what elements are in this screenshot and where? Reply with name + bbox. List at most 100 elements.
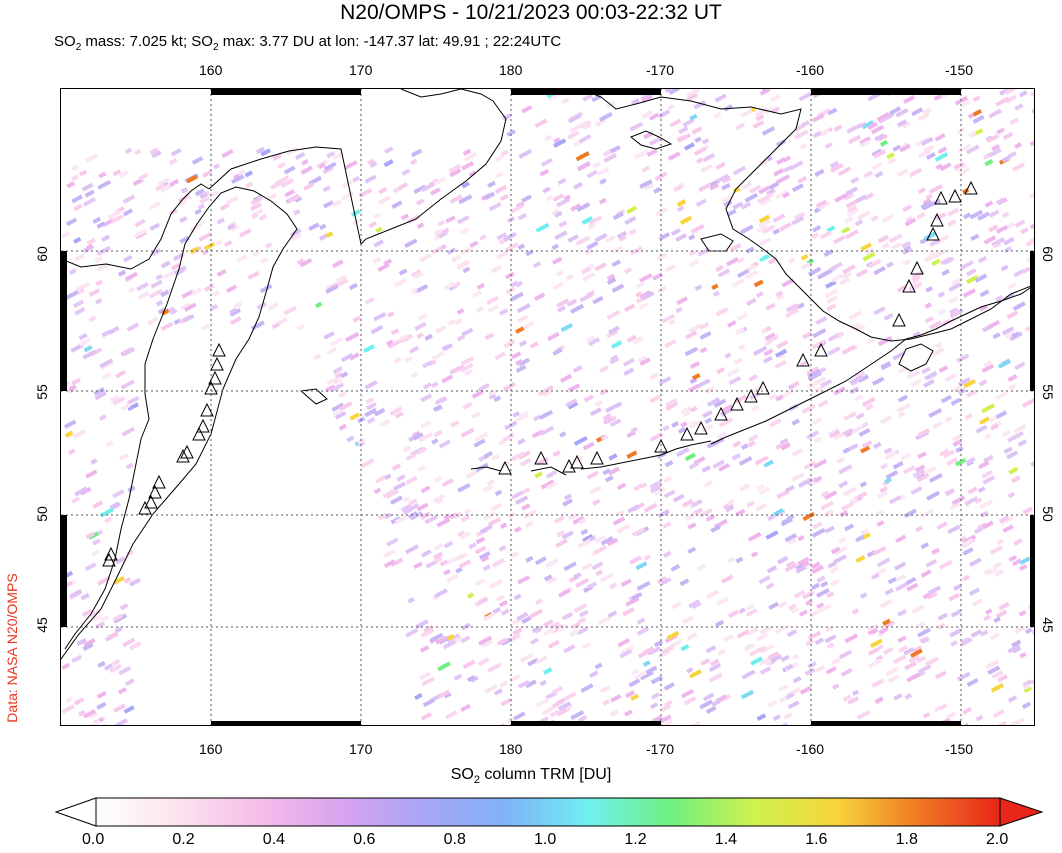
so2-pixel <box>122 194 136 204</box>
so2-pixel <box>898 411 906 418</box>
so2-pixel <box>474 431 489 442</box>
so2-pixel <box>330 382 345 393</box>
so2-pixel <box>779 696 787 704</box>
so2-pixel <box>82 608 93 617</box>
so2-pixel <box>851 608 859 615</box>
so2-pixel <box>267 302 280 311</box>
so2-pixel <box>824 634 837 644</box>
so2-pixel <box>84 153 98 163</box>
so2-pixel <box>787 257 796 264</box>
so2-pixel <box>683 696 697 706</box>
so2-pixel <box>736 268 750 279</box>
so2-pixel <box>938 365 949 373</box>
so2-pixel <box>122 254 133 263</box>
so2-summary: SO2 mass: 7.025 kt; SO2 max: 3.77 DU at … <box>54 33 561 53</box>
so2-pixel <box>118 170 129 179</box>
so2-pixel <box>921 508 935 519</box>
so2-pixel <box>173 252 184 262</box>
so2-pixel <box>122 347 136 357</box>
volcano-triangle <box>930 212 944 227</box>
so2-pixel <box>979 416 990 425</box>
so2-pixel <box>500 697 513 707</box>
so2-pixel <box>807 630 822 641</box>
so2-pixel <box>162 270 175 280</box>
so2-pixel <box>168 158 178 166</box>
so2-pixel <box>522 320 535 330</box>
so2-pixel <box>842 486 857 497</box>
so2-pixel <box>812 113 825 123</box>
so2-pixel <box>578 517 587 525</box>
so2-pixel <box>819 127 831 137</box>
so2-pixel <box>97 179 112 190</box>
so2-pixel <box>799 685 812 695</box>
so2-pixel <box>403 355 413 363</box>
so2-pixel <box>423 625 434 634</box>
so2-pixel <box>628 678 641 688</box>
so2-pixel <box>1005 292 1015 301</box>
so2-pixel <box>112 169 122 177</box>
so2-pixel <box>118 687 128 695</box>
so2-pixel <box>813 436 822 444</box>
so2-pixel <box>677 132 692 143</box>
so2-pixel <box>848 310 862 321</box>
summary-sub: 2 <box>75 42 82 53</box>
so2-pixel <box>154 183 166 192</box>
so2-pixel <box>1013 424 1027 434</box>
so2-pixel <box>204 283 215 292</box>
so2-pixel <box>1014 142 1022 149</box>
so2-pixel <box>444 281 456 291</box>
so2-pixel <box>661 313 675 324</box>
so2-pixel <box>702 692 715 702</box>
so2-pixel <box>923 378 935 388</box>
nunivak-island <box>700 233 734 252</box>
so2-pixel <box>431 246 443 255</box>
so2-pixel <box>124 147 133 155</box>
so2-pixel <box>871 678 885 689</box>
so2-pixel <box>608 453 618 461</box>
so2-pixel <box>71 377 81 386</box>
so2-pixel <box>1020 227 1029 235</box>
so2-pixel <box>149 288 164 299</box>
so2-pixel <box>683 142 695 151</box>
so2-pixel <box>782 388 796 398</box>
so2-pixel <box>122 637 136 648</box>
so2-pixel <box>904 693 913 700</box>
so2-pixel <box>552 347 563 356</box>
volcano-triangle <box>680 426 694 441</box>
so2-pixel <box>540 425 555 436</box>
so2-pixel <box>661 704 672 712</box>
so2-pixel <box>948 296 959 305</box>
so2-pixel <box>727 320 737 328</box>
so2-pixel <box>863 170 874 179</box>
so2-pixel <box>260 256 269 264</box>
so2-pixel <box>369 161 378 168</box>
so2-pixel <box>499 522 508 530</box>
so2-pixel <box>594 534 607 544</box>
so2-pixel <box>892 460 904 470</box>
so2-pixel <box>478 635 493 646</box>
so2-pixel <box>699 346 708 354</box>
so2-pixel <box>972 598 984 607</box>
so2-pixel <box>89 609 101 618</box>
so2-pixel <box>233 173 241 180</box>
so2-pixel <box>577 616 587 625</box>
so2-pixel <box>231 174 245 185</box>
so2-pixel <box>65 290 79 300</box>
so2-pixel <box>838 464 853 475</box>
so2-pixel <box>498 308 509 316</box>
so2-pixel <box>937 622 946 630</box>
so2-pixel <box>728 375 742 386</box>
so2-pixel <box>680 405 693 415</box>
so2-pixel <box>829 261 843 272</box>
so2-pixel <box>453 673 463 681</box>
so2-pixel <box>656 576 668 585</box>
so2-pixel <box>460 635 471 644</box>
so2-pixel <box>792 676 802 684</box>
so2-pixel <box>81 182 94 192</box>
so2-pixel <box>993 720 1007 725</box>
so2-pixel <box>449 194 463 205</box>
so2-pixel <box>983 235 997 245</box>
so2-pixel <box>689 405 698 413</box>
so2-pixel <box>506 129 516 137</box>
alaska-peninsula-south <box>710 338 907 445</box>
